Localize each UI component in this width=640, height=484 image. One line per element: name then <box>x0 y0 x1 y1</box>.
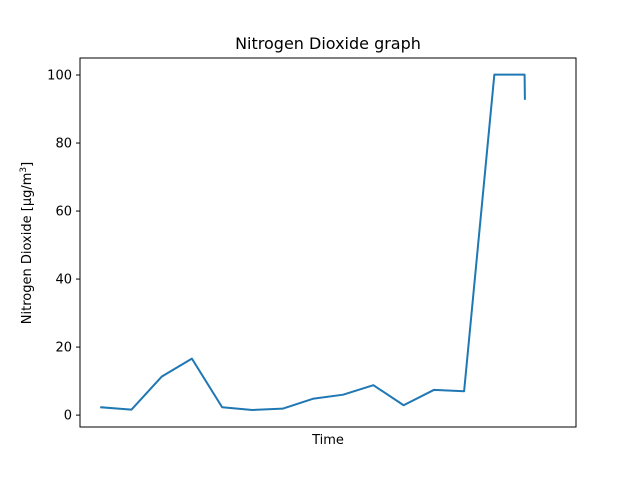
y-axis-label-end: ] <box>20 162 35 167</box>
y-axis-label: Nitrogen Dioxide [µg/m3] <box>19 162 35 324</box>
y-tick-label: 40 <box>55 273 72 288</box>
y-axis-label-main: Nitrogen Dioxide [µg/m <box>20 173 35 325</box>
plot-frame <box>79 57 577 428</box>
series-line <box>100 73 526 411</box>
y-axis-label-superscript: 3 <box>19 167 29 173</box>
y-tick-label: 100 <box>47 69 72 84</box>
y-tick-label: 0 <box>64 409 72 424</box>
y-tick-label: 20 <box>55 341 72 356</box>
y-axis-ticks: 0 20 40 60 80 100 <box>47 69 80 424</box>
y-tick-label: 60 <box>55 205 72 220</box>
y-tick-label: 80 <box>55 137 72 152</box>
series-group <box>100 73 526 411</box>
chart-title: Nitrogen Dioxide graph <box>235 34 421 53</box>
x-axis-label: Time <box>311 433 344 448</box>
